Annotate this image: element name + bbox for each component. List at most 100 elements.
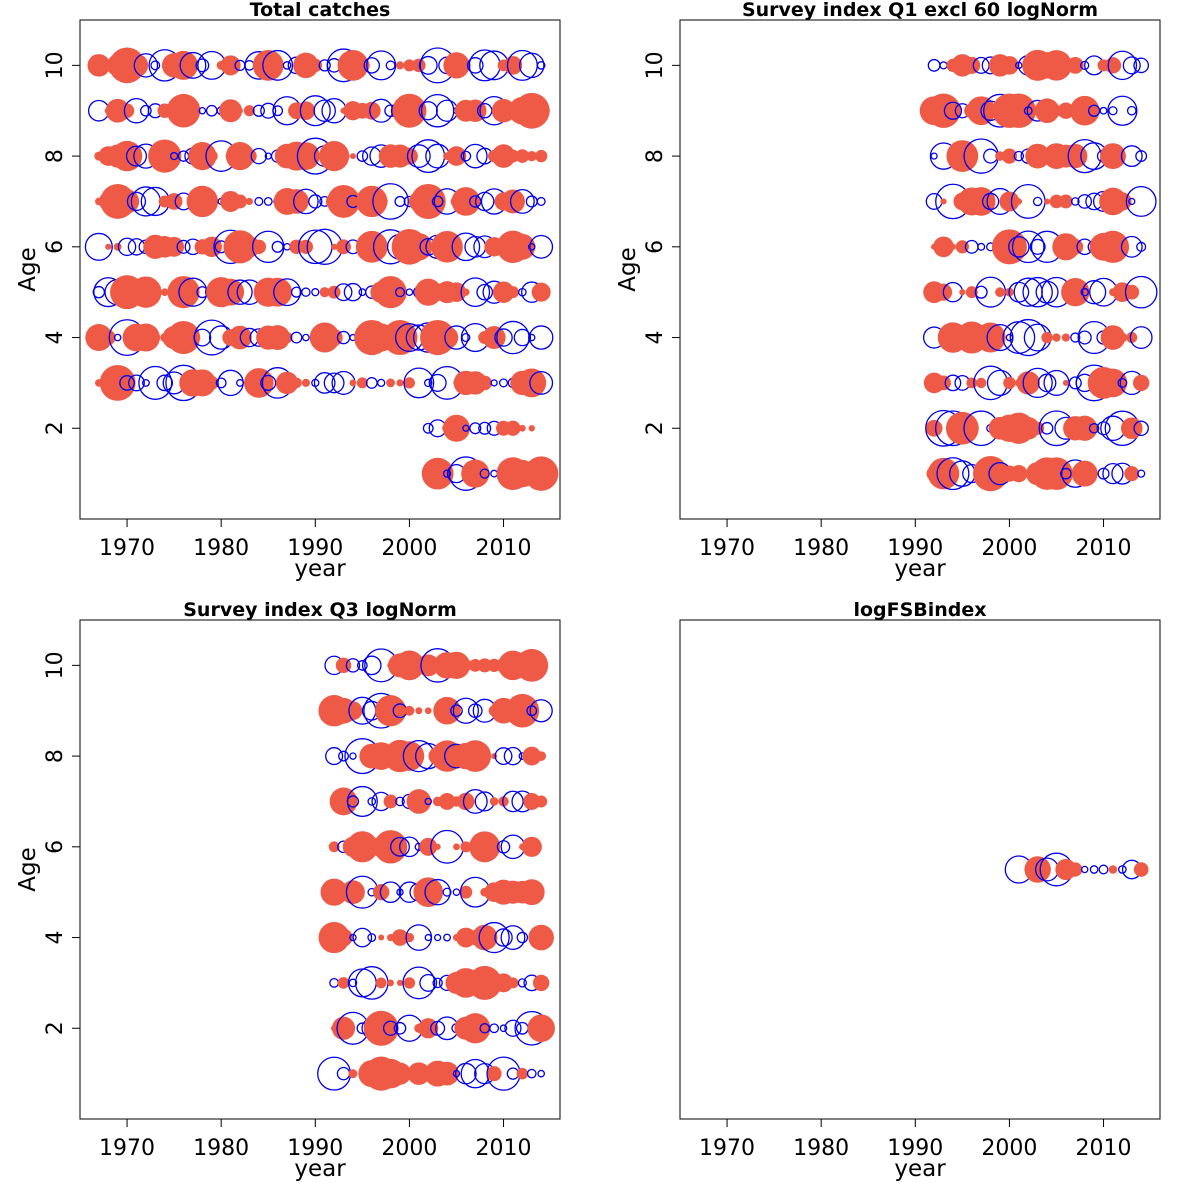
positive-residual-point: [329, 787, 358, 816]
positive-residual-point: [523, 456, 559, 491]
negative-residual-point: [262, 49, 294, 81]
negative-residual-point: [227, 279, 253, 305]
negative-residual-point: [358, 288, 367, 297]
negative-residual-point: [419, 973, 438, 992]
positive-residual-point: [220, 55, 241, 76]
positive-residual-point: [1090, 470, 1098, 477]
y-tick-label: 6: [43, 840, 68, 854]
positive-residual-point: [462, 288, 470, 296]
positive-residual-point: [404, 932, 415, 943]
positive-residual-point: [1016, 416, 1040, 440]
negative-residual-point: [1022, 276, 1053, 308]
positive-residual-point: [413, 877, 444, 907]
negative-residual-point: [317, 1056, 352, 1091]
positive-residual-point: [1058, 194, 1073, 209]
positive-residual-point: [999, 191, 1020, 212]
x-tick-label: 1990: [887, 1136, 943, 1161]
positive-residual-point: [460, 841, 472, 853]
y-axis-label: Age: [615, 247, 641, 291]
negative-residual-point: [377, 378, 386, 388]
positive-residual-point: [165, 193, 183, 210]
positive-residual-point: [284, 189, 309, 214]
panel-title: Survey index Q1 excl 60 logNorm: [742, 0, 1098, 21]
negative-residual-point: [515, 1021, 529, 1035]
negative-residual-point: [1088, 423, 1100, 434]
positive-residual-point: [410, 183, 446, 219]
negative-residual-point: [363, 57, 381, 74]
bubble-layer: [1004, 852, 1149, 887]
positive-residual-point: [166, 93, 201, 128]
x-tick-label: 2010: [476, 536, 532, 561]
positive-residual-point: [186, 185, 219, 218]
chart-panel-1: Total catches 1970 1980 1990 2000 2010 year 2 4 6…: [15, 0, 561, 582]
negative-residual-point: [1129, 326, 1153, 349]
positive-residual-point: [1061, 277, 1090, 307]
negative-residual-point: [428, 373, 447, 392]
positive-residual-point: [374, 695, 407, 727]
negative-residual-point: [494, 928, 513, 947]
negative-residual-point: [195, 58, 210, 73]
positive-residual-point: [363, 1010, 399, 1046]
positive-residual-point: [492, 281, 515, 303]
negative-residual-point: [517, 978, 528, 988]
negative-residual-point: [1128, 197, 1136, 206]
negative-residual-point: [405, 288, 414, 297]
y-tick-label: 4: [643, 331, 668, 345]
negative-residual-point: [217, 369, 244, 397]
positive-residual-point: [394, 650, 425, 681]
negative-residual-point: [1081, 280, 1107, 305]
negative-residual-point: [169, 151, 179, 161]
positive-residual-point: [167, 321, 201, 355]
positive-residual-point: [1124, 284, 1140, 300]
positive-residual-point: [509, 233, 536, 260]
bubble-layer: [84, 47, 559, 491]
positive-residual-point: [460, 1013, 491, 1044]
negative-residual-point: [509, 189, 535, 214]
x-tick-label: 1990: [287, 1136, 343, 1161]
negative-residual-point: [536, 196, 546, 207]
positive-residual-point: [356, 185, 388, 218]
negative-residual-point: [526, 1068, 537, 1079]
positive-residual-point: [515, 648, 549, 682]
positive-residual-point: [244, 368, 274, 398]
positive-residual-point: [1124, 466, 1140, 482]
y-tick-label: 10: [43, 651, 68, 679]
negative-residual-point: [252, 104, 265, 117]
negative-residual-point: [939, 61, 948, 70]
negative-residual-point: [536, 61, 546, 70]
negative-residual-point: [313, 99, 336, 122]
positive-residual-point: [1104, 57, 1122, 74]
positive-residual-point: [391, 929, 409, 946]
positive-residual-point: [403, 377, 416, 389]
positive-residual-point: [331, 1016, 356, 1040]
positive-residual-point: [1052, 333, 1061, 342]
negative-residual-point: [462, 143, 488, 169]
negative-residual-point: [1037, 373, 1057, 393]
negative-residual-point: [357, 660, 368, 671]
positive-residual-point: [491, 144, 516, 168]
negative-residual-point: [1125, 186, 1157, 217]
y-tick-label: 8: [43, 749, 68, 763]
negative-residual-point: [302, 333, 310, 342]
positive-residual-point: [975, 377, 987, 389]
positive-residual-point: [99, 365, 136, 401]
positive-residual-point: [327, 285, 341, 299]
positive-residual-point: [506, 286, 519, 299]
positive-residual-point: [459, 659, 472, 672]
positive-residual-point: [1031, 421, 1045, 435]
negative-residual-point: [1070, 197, 1080, 206]
negative-residual-point: [930, 152, 938, 160]
negative-residual-point: [352, 927, 373, 948]
negative-residual-point: [944, 374, 962, 392]
positive-residual-point: [494, 973, 514, 993]
positive-residual-point: [337, 150, 350, 162]
positive-residual-point: [374, 194, 388, 208]
positive-residual-point: [417, 654, 440, 677]
negative-residual-point: [499, 1024, 508, 1033]
negative-residual-point: [444, 325, 469, 350]
negative-residual-point: [406, 144, 431, 169]
negative-residual-point: [1108, 106, 1118, 116]
negative-residual-point: [1117, 377, 1128, 388]
positive-residual-point: [991, 229, 1027, 265]
panel-title: Total catches: [250, 0, 391, 21]
